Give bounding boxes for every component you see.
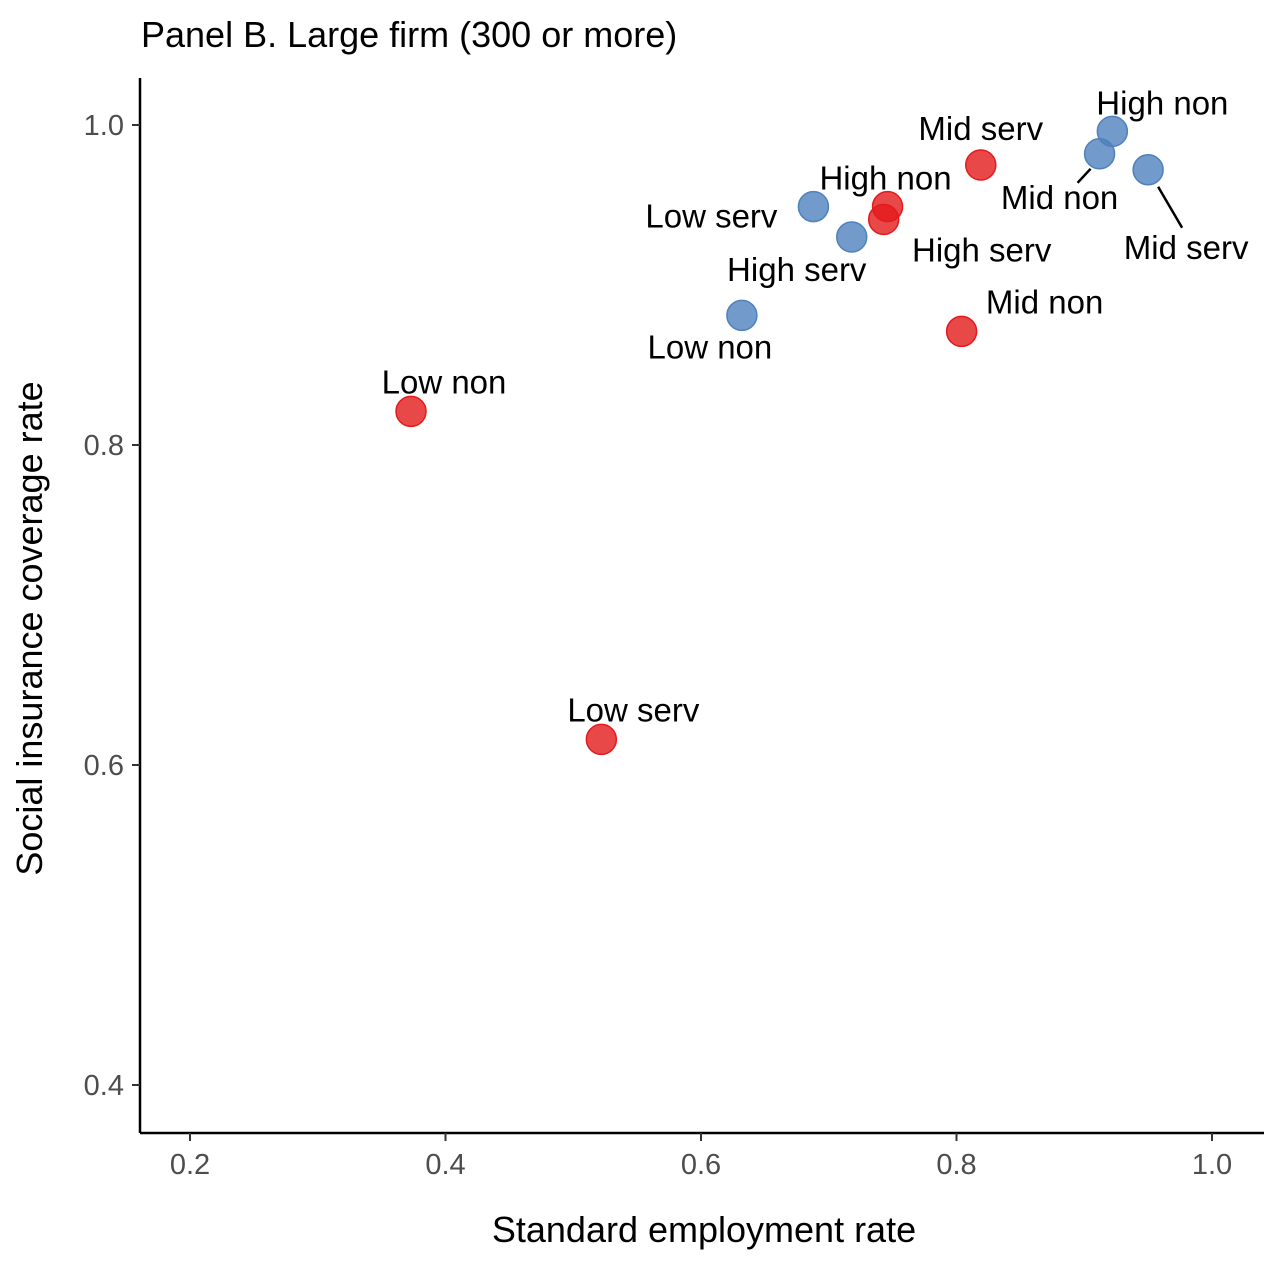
data-label: Mid non <box>986 283 1103 320</box>
leader-lines <box>1076 167 1184 229</box>
leader-line <box>1157 186 1184 229</box>
chart-title: Panel B. Large firm (300 or more) <box>141 14 678 55</box>
x-tick-label: 0.8 <box>936 1149 976 1181</box>
y-axis-title: Social insurance coverage rate <box>9 381 50 875</box>
data-label: Low non <box>382 363 507 400</box>
data-point <box>395 395 427 428</box>
data-label: Mid non <box>1001 179 1118 216</box>
data-label: High non <box>819 160 951 197</box>
data-point <box>945 315 978 348</box>
data-label: Low serv <box>567 691 700 728</box>
data-label: Low serv <box>645 198 778 235</box>
leader-line <box>1076 167 1092 184</box>
data-point <box>1132 154 1164 186</box>
data-label: Low non <box>647 328 772 365</box>
data-point <box>965 149 997 181</box>
x-tick-label: 0.2 <box>170 1149 210 1181</box>
data-label: High serv <box>912 231 1052 268</box>
data-point <box>797 190 830 223</box>
y-tick-label: 0.8 <box>84 430 124 462</box>
data-point <box>1096 115 1129 148</box>
data-label: High non <box>1096 84 1228 121</box>
data-point <box>726 299 758 332</box>
data-label: Mid serv <box>918 110 1043 147</box>
y-tick-label: 0.4 <box>84 1070 124 1102</box>
x-tick-label: 0.4 <box>425 1149 465 1181</box>
data-label: High serv <box>727 251 867 288</box>
y-tick-label: 1.0 <box>84 110 124 142</box>
data-point <box>867 203 900 236</box>
x-tick-label: 0.6 <box>681 1149 721 1181</box>
y-tick-label: 0.6 <box>84 750 124 782</box>
axes: 0.2 0.4 0.6 0.8 1.0 0.4 0.6 0.8 1.0 Standard empl… <box>9 78 1264 1250</box>
data-point <box>585 723 618 756</box>
x-axis-title: Standard employment rate <box>492 1209 916 1250</box>
data-points <box>395 115 1164 756</box>
data-point <box>835 221 868 253</box>
data-label: Mid serv <box>1124 229 1249 266</box>
x-tick-label: 1.0 <box>1192 1149 1232 1181</box>
